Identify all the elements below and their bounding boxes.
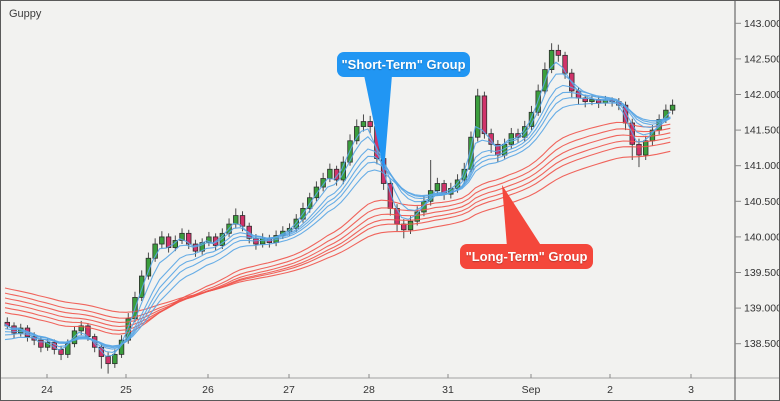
candle-down xyxy=(38,339,44,348)
candle-down xyxy=(165,236,172,248)
candle-down xyxy=(555,49,562,56)
candle-down xyxy=(515,133,521,138)
x-tick-label: 25 xyxy=(120,384,132,396)
y-tick-label: 142.000 xyxy=(744,89,780,101)
y-axis-price-scale[interactable]: 143.000 142.500 142.000 141.500 141.000 140.5… xyxy=(735,18,780,350)
candle-up xyxy=(152,243,158,259)
x-axis-time-scale[interactable]: 24 25 26 27 28 31 Sep 2 3 xyxy=(41,374,694,396)
candle-up xyxy=(434,183,441,192)
callout-short-term-label: "Short-Term" Group xyxy=(341,57,466,72)
short-term-ema-line xyxy=(4,97,671,348)
y-tick-label: 139.500 xyxy=(744,267,780,279)
candle-up xyxy=(112,353,118,365)
candle-down xyxy=(488,133,494,145)
candle-down xyxy=(562,54,568,74)
candle-up xyxy=(669,104,676,111)
callout-tail-0 xyxy=(364,75,392,172)
candle-up xyxy=(219,232,226,246)
x-tick-label: 24 xyxy=(41,384,53,396)
y-tick-label: 140.500 xyxy=(744,196,780,208)
candle-up xyxy=(474,95,481,138)
candle-up xyxy=(327,168,333,179)
x-tick-label: Sep xyxy=(522,384,541,396)
x-tick-label: 26 xyxy=(202,384,214,396)
long-term-ema-line xyxy=(4,150,671,313)
short-term-ema-line xyxy=(4,73,671,353)
candle-up xyxy=(78,325,84,332)
candle-down xyxy=(105,356,111,365)
callout-tails xyxy=(364,75,542,247)
y-tick-label: 140.000 xyxy=(744,231,780,243)
short-term-ema-line xyxy=(4,84,671,350)
long-term-ema-line xyxy=(4,127,671,331)
candle-down xyxy=(239,215,246,227)
candle-down xyxy=(636,143,642,156)
candle-up xyxy=(233,215,239,225)
candle-down xyxy=(186,232,192,245)
callout-tail-1 xyxy=(502,185,542,247)
candle-up xyxy=(145,257,152,277)
callout-long-term-group[interactable]: "Long-Term" Group xyxy=(460,244,593,269)
candle-up xyxy=(548,49,555,70)
x-tick-label: 27 xyxy=(283,384,295,396)
candle-up xyxy=(138,275,145,298)
candle-up xyxy=(360,121,367,127)
candle-up xyxy=(643,140,649,156)
candle-up xyxy=(320,178,326,188)
long-term-ema-group xyxy=(4,121,671,335)
candle-up xyxy=(313,186,320,199)
candle-down xyxy=(394,208,400,225)
long-term-ema-line xyxy=(4,132,671,328)
candle-down xyxy=(481,95,488,135)
callout-short-term-group[interactable]: "Short-Term" Group xyxy=(337,52,470,77)
short-term-ema-group xyxy=(4,61,671,357)
short-term-ema-line xyxy=(4,91,671,349)
candle-up xyxy=(179,232,185,241)
short-term-ema-line xyxy=(4,102,671,347)
x-tick-label: 31 xyxy=(442,384,454,396)
y-tick-label: 138.500 xyxy=(744,338,780,350)
y-tick-label: 142.500 xyxy=(744,53,780,65)
chart-title: Guppy xyxy=(9,8,42,20)
short-term-ema-line xyxy=(4,61,671,357)
long-term-ema-line xyxy=(4,136,671,323)
candle-up xyxy=(589,99,595,103)
y-tick-label: 139.000 xyxy=(744,303,780,315)
y-tick-label: 141.000 xyxy=(744,160,780,172)
callout-long-term-label: "Long-Term" Group xyxy=(465,249,588,264)
x-tick-label: 28 xyxy=(363,384,375,396)
candle-down xyxy=(333,168,340,181)
y-tick-label: 141.500 xyxy=(744,125,780,137)
candle-up xyxy=(159,236,165,245)
candle-up xyxy=(414,211,420,222)
candle-down xyxy=(367,121,373,127)
x-tick-label: 2 xyxy=(607,384,613,396)
y-tick-label: 143.000 xyxy=(744,18,780,30)
x-tick-label: 3 xyxy=(688,384,694,396)
candle-up xyxy=(407,220,414,231)
long-term-ema-line xyxy=(4,141,671,319)
long-term-ema-line xyxy=(4,121,671,335)
